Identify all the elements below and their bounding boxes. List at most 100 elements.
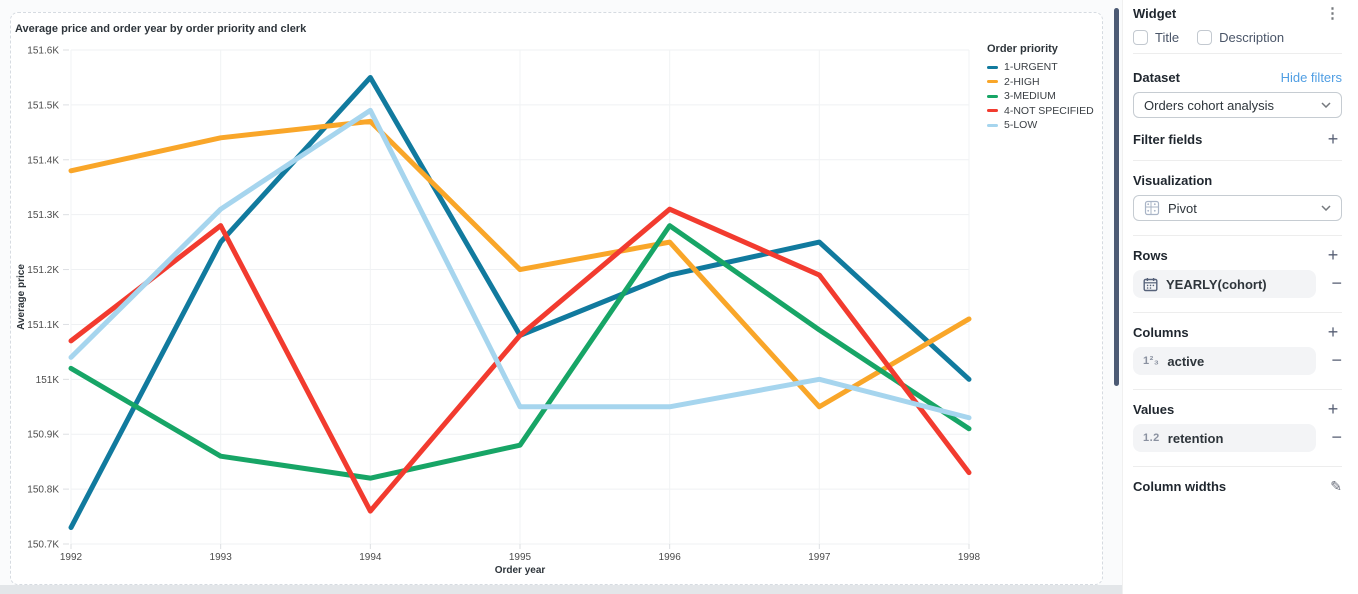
columns-field-row: 1²₃ active − — [1133, 347, 1342, 375]
columns-heading: Columns — [1133, 324, 1189, 340]
x-tick-label: 1995 — [509, 552, 532, 563]
columns-field-pill[interactable]: 1²₃ active — [1133, 347, 1316, 375]
number-decimal-icon: 1.2 — [1143, 432, 1160, 444]
widget-heading: Widget — [1133, 5, 1177, 21]
legend-label: 4-NOT SPECIFIED — [1004, 104, 1094, 117]
columns-header-row: Columns + — [1133, 323, 1342, 341]
legend-item-4-not-specified[interactable]: 4-NOT SPECIFIED — [987, 104, 1099, 119]
y-axis-title: Average price — [16, 264, 27, 330]
widget-checkboxes: Title Description — [1133, 30, 1342, 45]
legend-swatch — [987, 65, 998, 69]
x-tick-label: 1993 — [210, 552, 233, 563]
legend-label: 2-HIGH — [1004, 75, 1040, 88]
divider — [1133, 389, 1342, 390]
columns-field-label: active — [1167, 353, 1205, 369]
x-tick-label: 1992 — [60, 552, 83, 563]
series-line-4-not-specified[interactable] — [68, 206, 972, 514]
rows-header-row: Rows + — [1133, 246, 1342, 264]
sidebar-scrollbar-thumb[interactable] — [1114, 8, 1119, 386]
kebab-menu-icon[interactable]: ⋮ — [1325, 4, 1340, 22]
visualization-select[interactable]: Pivot — [1133, 195, 1342, 221]
x-tick-label: 1998 — [958, 552, 981, 563]
line-chart: 151.6K 151.5K 151.4K 151.3K 151.2K 151.1K 151K… — [16, 46, 981, 577]
chevron-down-icon — [1321, 205, 1331, 211]
values-field-pill[interactable]: 1.2 retention — [1133, 424, 1316, 452]
legend-item-5-low[interactable]: 5-LOW — [987, 118, 1099, 133]
y-tick-label: 150.9K — [27, 430, 59, 441]
dataset-select-value: Orders cohort analysis — [1144, 97, 1275, 113]
chart-legend: Order priority 1-URGENT 2-HIGH 3-MEDIUM 4-N… — [987, 43, 1099, 133]
x-tick-label: 1997 — [808, 552, 831, 563]
x-tick-label: 1996 — [659, 552, 682, 563]
legend-swatch — [987, 94, 998, 98]
chart-title: Average price and order year by order pr… — [15, 23, 307, 35]
legend-item-3-medium[interactable]: 3-MEDIUM — [987, 89, 1099, 104]
legend-swatch — [987, 123, 998, 127]
y-tick-label: 150.8K — [27, 485, 59, 496]
values-header-row: Values + — [1133, 400, 1342, 418]
filter-fields-heading: Filter fields — [1133, 131, 1203, 147]
title-checkbox[interactable] — [1133, 30, 1148, 45]
legend-item-2-high[interactable]: 2-HIGH — [987, 75, 1099, 90]
series-line-3-medium[interactable] — [68, 223, 972, 481]
legend-label: 1-URGENT — [1004, 61, 1058, 74]
divider — [1133, 235, 1342, 236]
rows-field-row: YEARLY(cohort) − — [1133, 270, 1342, 298]
divider — [1133, 466, 1342, 467]
add-column-field-icon[interactable]: + — [1327, 322, 1339, 342]
x-tick-label: 1994 — [359, 552, 382, 563]
number-123-icon: 1²₃ — [1143, 355, 1160, 367]
chart-card: Average price and order year by order pr… — [10, 12, 1103, 585]
visualization-header-row: Visualization — [1133, 171, 1342, 189]
x-axis-title: Order year — [495, 565, 546, 576]
title-checkbox-label: Title — [1155, 30, 1180, 45]
legend-swatch — [987, 109, 998, 113]
title-checkbox-item: Title — [1133, 30, 1179, 45]
legend-item-1-urgent[interactable]: 1-URGENT — [987, 60, 1099, 75]
y-tick-label: 151.5K — [27, 100, 59, 111]
description-checkbox[interactable] — [1197, 30, 1213, 45]
chevron-down-icon — [1321, 102, 1331, 108]
calendar-icon — [1143, 277, 1158, 291]
pivot-table-icon — [1144, 200, 1160, 216]
divider — [1133, 160, 1342, 161]
rows-field-label: YEARLY(cohort) — [1166, 276, 1267, 292]
values-field-label: retention — [1167, 430, 1224, 446]
rows-heading: Rows — [1133, 247, 1168, 263]
description-checkbox-label: Description — [1219, 30, 1285, 45]
divider — [1133, 53, 1342, 54]
visualization-heading: Visualization — [1133, 172, 1213, 188]
column-widths-row: Column widths ✎ — [1133, 477, 1342, 495]
remove-values-field-icon[interactable]: − — [1331, 426, 1342, 447]
remove-columns-field-icon[interactable]: − — [1331, 349, 1342, 370]
dataset-heading: Dataset — [1133, 69, 1180, 85]
series-line-2-high[interactable] — [68, 118, 972, 410]
series-line-5-low[interactable] — [68, 107, 972, 421]
add-value-field-icon[interactable]: + — [1327, 399, 1339, 419]
rows-field-pill[interactable]: YEARLY(cohort) — [1133, 270, 1316, 298]
legend-label: 3-MEDIUM — [1004, 90, 1056, 103]
divider — [1133, 312, 1342, 313]
column-widths-heading: Column widths — [1133, 478, 1227, 494]
legend-title: Order priority — [987, 43, 1058, 55]
page-bottom-strip — [0, 585, 1122, 594]
add-filter-field-icon[interactable]: + — [1327, 129, 1339, 149]
dataset-select[interactable]: Orders cohort analysis — [1133, 92, 1342, 118]
y-tick-label: 151.2K — [27, 265, 59, 276]
legend-swatch — [987, 80, 998, 84]
widget-header-row: Widget ⋮ — [1133, 4, 1342, 22]
y-tick-label: 151.3K — [27, 210, 59, 221]
y-tick-label: 151K — [36, 375, 60, 386]
values-heading: Values — [1133, 401, 1175, 417]
hide-filters-link[interactable]: Hide filters — [1280, 69, 1342, 85]
edit-column-widths-icon[interactable]: ✎ — [1330, 477, 1342, 494]
visualization-select-value: Pivot — [1168, 200, 1197, 216]
filter-fields-row: Filter fields + — [1133, 130, 1342, 148]
description-checkbox-item: Description — [1197, 30, 1284, 45]
y-tick-label: 151.6K — [27, 46, 59, 57]
y-tick-label: 150.7K — [27, 540, 59, 551]
y-tick-label: 151.4K — [27, 155, 59, 166]
remove-rows-field-icon[interactable]: − — [1331, 272, 1342, 293]
add-row-field-icon[interactable]: + — [1327, 245, 1339, 265]
